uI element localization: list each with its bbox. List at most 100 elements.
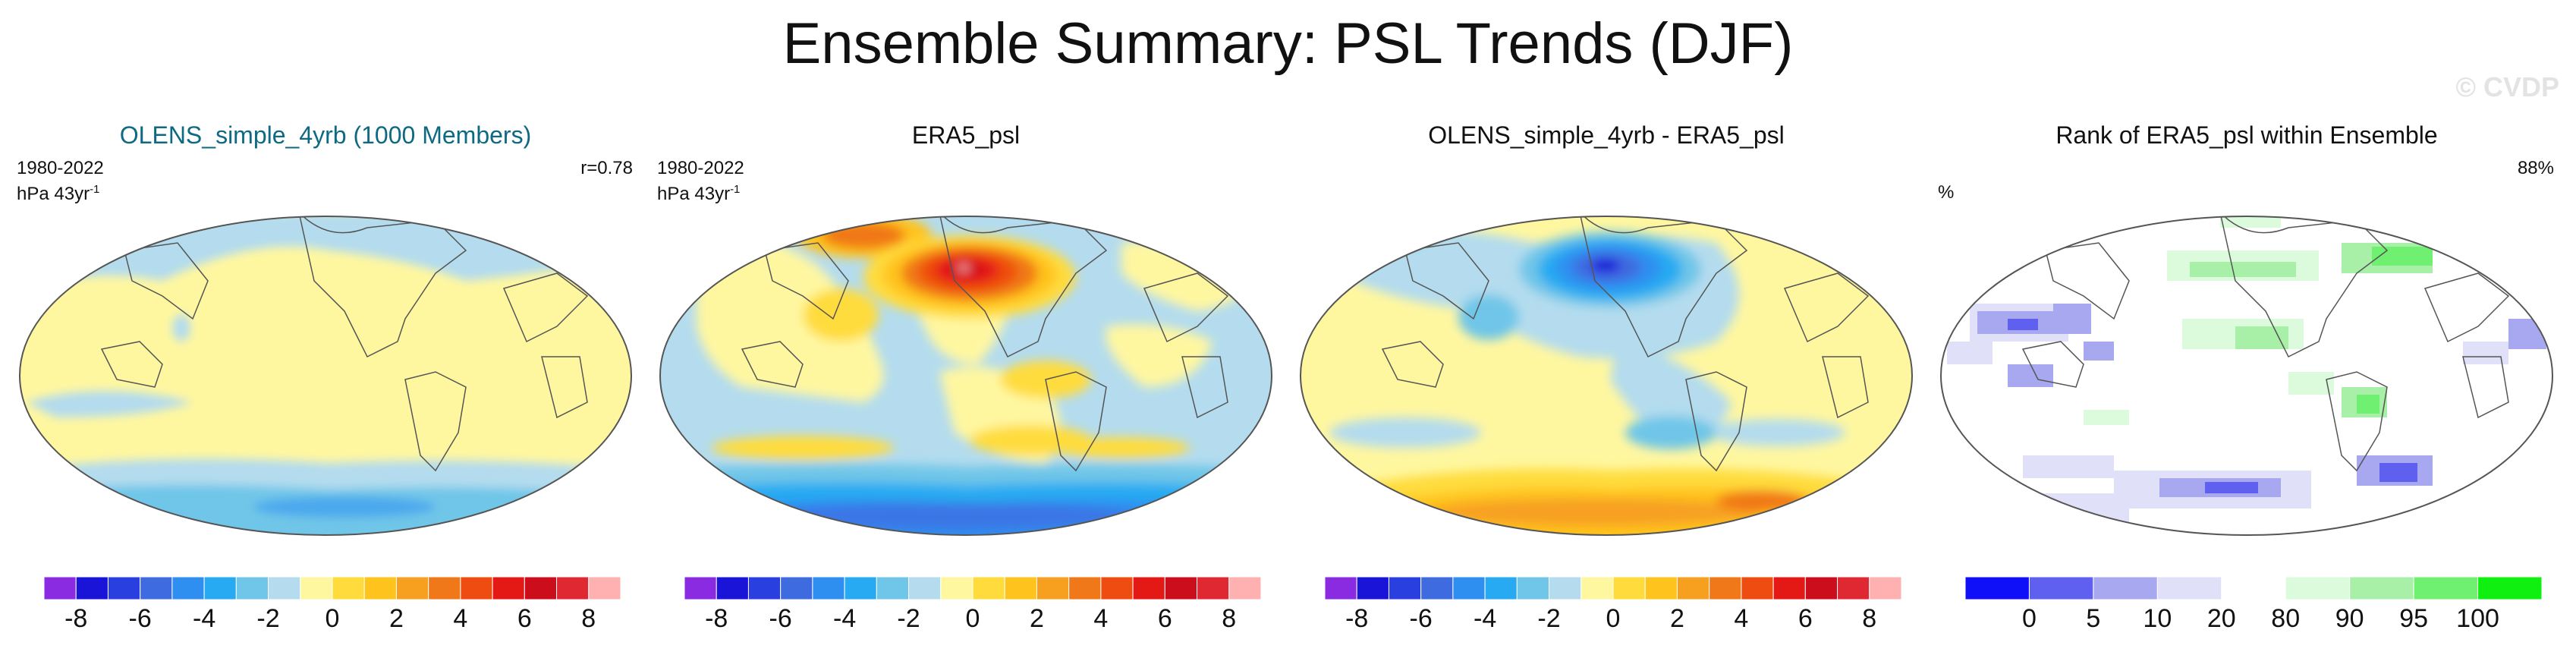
colorbar-tick-label: -4 [832, 604, 857, 633]
colorbar-swatch [2221, 577, 2286, 600]
colorbar-swatch [75, 577, 109, 600]
cvdp-watermark: © CVDP [2455, 71, 2559, 102]
colorbar-swatch [972, 577, 1005, 600]
colorbar-tick-label: -6 [769, 604, 792, 633]
colorbar-tick-label: 4 [1093, 604, 1109, 633]
colorbar-tick-label: -6 [1409, 604, 1433, 633]
colorbar-swatch [300, 577, 333, 600]
colorbar-tick-label: -8 [64, 604, 88, 633]
colorbar-tick-label: 4 [453, 604, 468, 633]
colorbar-tick-label: 5 [2086, 604, 2101, 633]
units-label: hPa 43yr-1 [17, 183, 100, 204]
colorbar-swatch [492, 577, 525, 600]
colorbar-swatch [1676, 577, 1710, 600]
colorbar-swatch [1484, 577, 1518, 600]
colorbar-swatch [556, 577, 590, 600]
colorbar-swatch [684, 577, 717, 600]
colorbar-swatch [1804, 577, 1838, 600]
panel-title: OLENS_simple_4yrb (1000 Members) [119, 121, 532, 149]
panel-era5: ERA5_psl 1980-2022 hPa 43yr-1 [651, 114, 1281, 539]
colorbar-swatch [1036, 577, 1070, 600]
panel-title: ERA5_psl [911, 121, 1021, 149]
colorbar-swatch [1612, 577, 1646, 600]
panel-olens: OLENS_simple_4yrb (1000 Members) 1980-20… [11, 114, 640, 539]
colorbar-tick-label: 2 [1029, 604, 1044, 633]
colorbar-tick-label: -2 [256, 604, 280, 633]
colorbar-swatch [140, 577, 173, 600]
colorbar-swatch [1420, 577, 1454, 600]
colorbar-tick-label: -2 [897, 604, 920, 633]
colorbar-swatch [1388, 577, 1422, 600]
colorbar-swatch [1004, 577, 1037, 600]
map-rank [1940, 216, 2553, 536]
colorbar-swatch [428, 577, 461, 600]
colorbar-swatch [1772, 577, 1806, 600]
colorbar-swatch [2477, 577, 2542, 600]
colorbar-swatch [1100, 577, 1134, 600]
period-label: 1980-2022 [657, 158, 744, 178]
colorbar-swatch [1164, 577, 1198, 600]
colorbar-tick-label: 6 [1157, 604, 1172, 633]
colorbar-tick-label: -4 [1473, 604, 1497, 633]
colorbar-swatch [524, 577, 558, 600]
colorbar-swatch [1068, 577, 1102, 600]
colorbar-swatch [268, 577, 301, 600]
colorbar-swatch [2285, 577, 2351, 600]
colorbar-era5: -8 -6 -4 -2 0 2 4 6 8 [684, 577, 1261, 647]
colorbar-swatch [747, 577, 782, 600]
colorbar-swatch [1197, 577, 1230, 600]
map-era5 [659, 216, 1272, 536]
colorbar-difference: -8 -6 -4 -2 0 2 4 6 8 [1325, 577, 1901, 647]
panel-info: 1980-2022 hPa 43yr-1 [17, 158, 104, 205]
colorbar-tick-label: -8 [1345, 604, 1369, 633]
colorbar-swatch [1709, 577, 1742, 600]
colorbar-tick-label: 2 [388, 604, 404, 633]
correlation-label: r=0.78 [580, 158, 633, 178]
colorbar-swatch [588, 577, 621, 600]
colorbar-tick-label: 100 [2456, 604, 2499, 633]
colorbar-swatch [395, 577, 429, 600]
colorbar-swatches [684, 577, 1261, 600]
colorbar-tick-label: -6 [128, 604, 152, 633]
colorbar-tick-label: 6 [517, 604, 532, 633]
panel-rank: Rank of ERA5_psl within Ensemble % 88% [1932, 114, 2562, 539]
colorbar-tick-label: 10 [2143, 604, 2172, 633]
colorbar-swatch [812, 577, 845, 600]
colorbar-swatch [2093, 577, 2158, 600]
colorbar-tick-label: 8 [1222, 604, 1237, 633]
colorbar-tick-label: 20 [2206, 604, 2236, 633]
period-label: 1980-2022 [17, 158, 104, 178]
colorbar-swatch [1228, 577, 1261, 600]
colorbar-olens: -8 -6 -4 -2 0 2 4 6 8 [44, 577, 621, 647]
colorbar-tick-label: 0 [2021, 604, 2037, 633]
colorbar-swatches [1325, 577, 1901, 600]
colorbar-swatch [1325, 577, 1357, 600]
colorbar-swatch [171, 577, 205, 600]
figure-title: Ensemble Summary: PSL Trends (DJF) [782, 11, 1794, 76]
colorbar-swatch [844, 577, 877, 600]
colorbar-swatch [203, 577, 237, 600]
colorbar-swatch [1549, 577, 1582, 600]
colorbar-tick-label: 95 [2399, 604, 2429, 633]
colorbar-swatch [1965, 577, 2030, 600]
colorbar-tick-label: 4 [1734, 604, 1749, 633]
map-olens [19, 216, 632, 536]
colorbar-swatch [1837, 577, 1870, 600]
colorbar-swatch [2349, 577, 2414, 600]
panel-info: 1980-2022 hPa 43yr-1 [657, 158, 744, 205]
colorbar-swatch [716, 577, 749, 600]
colorbar-swatch [2156, 577, 2222, 600]
colorbar-swatch [1869, 577, 1901, 600]
colorbar-swatch [2413, 577, 2479, 600]
percent-label: % [1938, 182, 1955, 203]
colorbar-tick-label: -4 [192, 604, 216, 633]
colorbar-tick-label: 6 [1798, 604, 1813, 633]
colorbar-tick-label: 0 [325, 604, 340, 633]
colorbar-swatch [107, 577, 141, 600]
colorbar-swatch [780, 577, 813, 600]
panel-difference: OLENS_simple_4yrb - ERA5_psl [1291, 114, 1921, 539]
colorbar-tick-label: -2 [1537, 604, 1561, 633]
colorbar-swatch [363, 577, 397, 600]
colorbar-tick-label: 8 [1862, 604, 1877, 633]
panel-title: Rank of ERA5_psl within Ensemble [2055, 121, 2438, 149]
